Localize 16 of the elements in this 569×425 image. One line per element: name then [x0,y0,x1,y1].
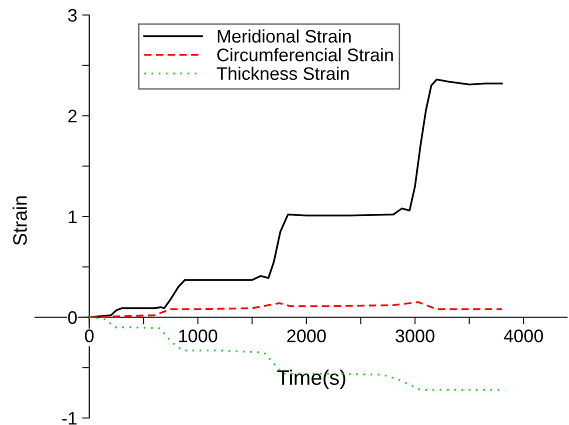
y-tick-label: 2 [68,110,77,122]
y-axis-title: Strain [12,196,27,246]
x-tick-label: 2000 [287,330,326,342]
y-tick-label: 1 [68,210,77,224]
x-tick-label: 3000 [396,330,434,342]
legend-label: Circumferencial Strain [217,48,393,62]
y-tick-label: 0 [68,311,77,324]
y-tick-label: 3 [68,8,77,22]
y-tick-label: -1 [62,412,77,425]
line-series [88,301,503,318]
x-axis-title: Time(s) [277,370,346,390]
x-tick-label: 1000 [179,330,218,342]
legend-label: Thickness Strain [216,66,349,80]
legend-label: Meridional Strain [218,29,351,43]
x-tick-label: 0 [84,330,94,342]
x-tick-label: 4000 [504,330,543,342]
